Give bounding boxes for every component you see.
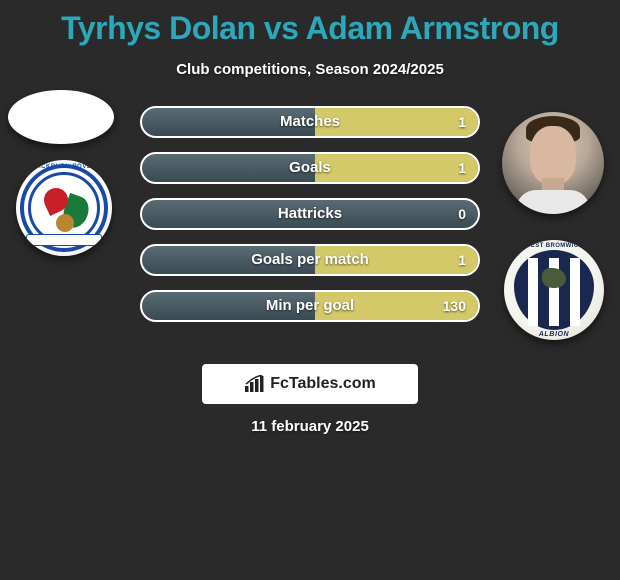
crest-text: WEST BROMWICH [504, 243, 604, 249]
stat-bars: Matches1Goals1Hattricks0Goals per match1… [140, 106, 480, 336]
subtitle: Club competitions, Season 2024/2025 [0, 61, 620, 78]
brand-pill[interactable]: FcTables.com [202, 364, 418, 404]
stat-value-p2: 0 [458, 198, 466, 230]
stat-row: Matches1 [140, 106, 480, 138]
brand-text: FcTables.com [270, 375, 376, 393]
stat-label: Goals [140, 152, 480, 184]
crest-text: BLACKBURN ROVERS [16, 164, 112, 170]
stat-row: Hattricks0 [140, 198, 480, 230]
chart-icon [244, 375, 266, 393]
crest-text: ALBION [504, 331, 604, 338]
comparison-panel: BLACKBURN ROVERS WEST BROMWICH ALBION Ma… [0, 106, 620, 356]
player2-club-crest: WEST BROMWICH ALBION [504, 240, 604, 340]
stat-label: Hattricks [140, 198, 480, 230]
stat-label: Min per goal [140, 290, 480, 322]
stat-value-p2: 130 [443, 290, 466, 322]
stat-label: Goals per match [140, 244, 480, 276]
date-label: 11 february 2025 [0, 418, 620, 435]
stat-value-p2: 1 [458, 106, 466, 138]
player2-photo [502, 112, 604, 214]
stat-row: Goals per match1 [140, 244, 480, 276]
stat-label: Matches [140, 106, 480, 138]
stat-value-p2: 1 [458, 244, 466, 276]
stat-value-p2: 1 [458, 152, 466, 184]
stat-row: Min per goal130 [140, 290, 480, 322]
stat-row: Goals1 [140, 152, 480, 184]
player1-photo [8, 90, 114, 144]
page-title: Tyrhys Dolan vs Adam Armstrong [0, 0, 620, 47]
player1-club-crest: BLACKBURN ROVERS [16, 160, 112, 256]
